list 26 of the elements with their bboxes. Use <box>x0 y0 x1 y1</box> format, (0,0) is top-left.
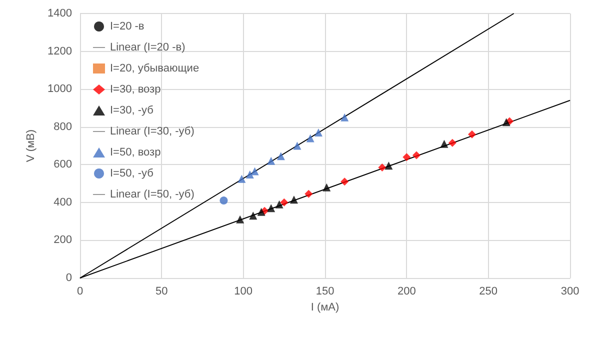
legend-label: I=20, убывающие <box>110 62 200 74</box>
x-tick-label: 150 <box>316 286 334 298</box>
y-tick-label: 1000 <box>48 83 72 96</box>
legend-label: Linear (I=50, -уб) <box>110 188 194 200</box>
y-tick-label: 200 <box>54 234 72 246</box>
legend-label: I=30, возр <box>110 84 161 96</box>
x-tick-label: 200 <box>397 286 416 298</box>
y-axis-title: V (мВ) <box>25 129 38 162</box>
legend-label: Linear (I=20 -в) <box>110 42 186 54</box>
legend-label: I=30, -уб <box>110 104 154 116</box>
x-tick-label: 250 <box>479 286 498 298</box>
y-tick-label: 400 <box>54 196 72 208</box>
y-tick-label: 600 <box>54 158 72 171</box>
legend-label: I=50, возр <box>110 146 161 158</box>
x-tick-label: 300 <box>560 286 580 298</box>
x-tick-label: 50 <box>156 286 168 298</box>
legend-label: I=50, -уб <box>110 168 154 180</box>
x-tick-label: 0 <box>76 286 84 298</box>
y-tick-label: 1400 <box>48 8 72 20</box>
y-tick-label: 0 <box>66 272 72 284</box>
legend-label: I=20 -в <box>110 20 144 32</box>
x-axis-title: I (мА) <box>310 301 340 314</box>
legend-label: Linear (I=30, -уб) <box>110 126 194 138</box>
x-tick-label: 100 <box>234 286 253 298</box>
y-tick-label: 800 <box>54 120 72 133</box>
y-tick-label: 1200 <box>48 45 72 58</box>
